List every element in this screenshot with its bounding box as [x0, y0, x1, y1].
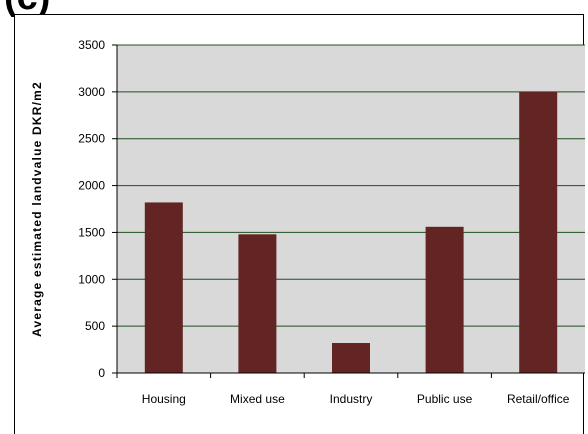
bars: [144, 91, 558, 373]
bar-retail-office: [519, 91, 558, 373]
bar-mixed-use: [238, 234, 277, 373]
y-tick-labels: 0 500 1000 1500 2000 2500 3000 3500: [78, 38, 105, 380]
x-category-label: Public use: [417, 392, 473, 406]
plot-area: [117, 45, 585, 373]
bar-chart: 0 500 1000 1500 2000 2500 3000 3500 Housing Mixe…: [30, 38, 585, 406]
gridlines: [117, 44, 585, 327]
y-tick-label: 500: [85, 319, 105, 333]
x-category-label: Retail/office: [507, 392, 570, 406]
y-tick-label: 0: [98, 366, 105, 380]
x-category-label: Mixed use: [230, 392, 285, 406]
chart-frame: 0 500 1000 1500 2000 2500 3000 3500 Housing Mixe…: [14, 14, 585, 434]
x-category-labels: Housing Mixed use Industry Public use Retail…: [142, 392, 570, 406]
y-axis-label: Average estimated landvalue DKR/m2: [30, 81, 44, 337]
panel-label: (c): [4, 0, 50, 16]
bar-public-use: [425, 226, 464, 373]
y-tick-label: 1000: [78, 272, 105, 286]
x-category-label: Housing: [142, 392, 186, 406]
y-tick-label: 1500: [78, 225, 105, 239]
y-tick-label: 2500: [78, 132, 105, 146]
x-category-label: Industry: [330, 392, 373, 406]
y-tick-label: 3000: [78, 85, 105, 99]
bar-housing: [144, 202, 183, 373]
y-tick-label: 2000: [78, 179, 105, 193]
bar-industry: [332, 343, 370, 373]
y-tick-label: 3500: [78, 38, 105, 52]
axes: [112, 44, 585, 378]
